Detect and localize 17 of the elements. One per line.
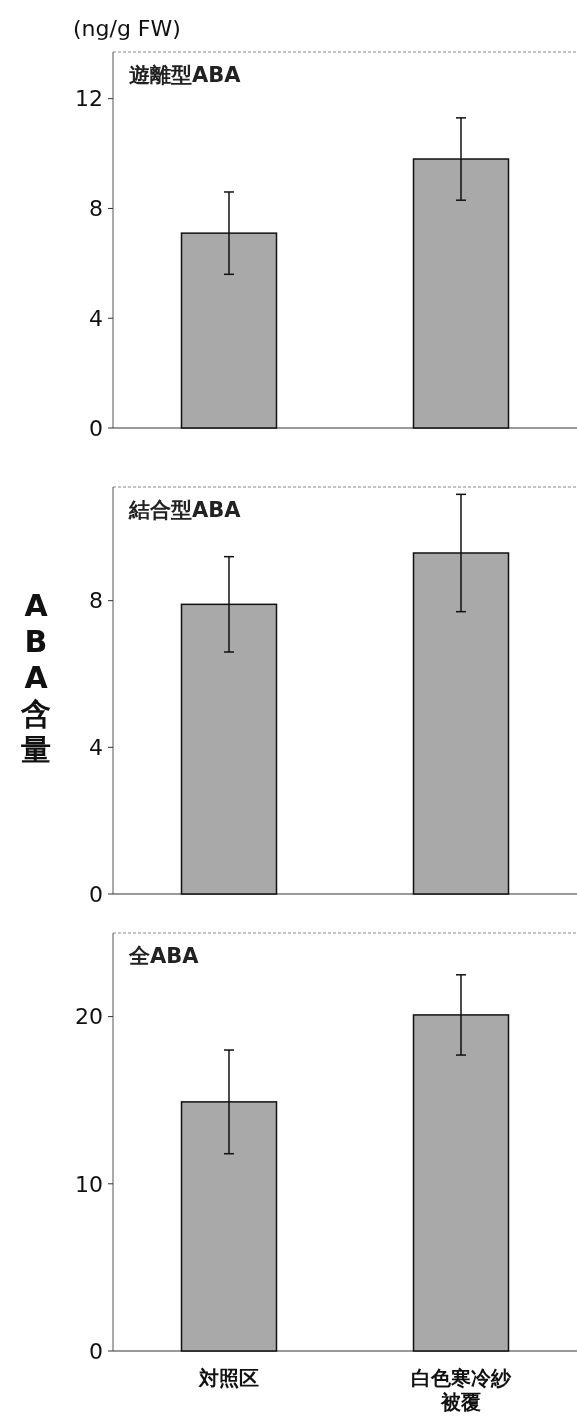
text: 結合型ABA xyxy=(128,498,242,522)
y-tick-label: 4 xyxy=(89,735,103,761)
y-tick-label: 8 xyxy=(89,588,103,614)
x-tick-label: 白色寒冷紗被覆 xyxy=(411,1366,512,1414)
y-tick-label: 0 xyxy=(89,415,103,441)
y-tick-label: 12 xyxy=(75,86,103,112)
y-axis-title: ABA含量 xyxy=(20,587,51,767)
y-tick-label: 0 xyxy=(89,881,103,907)
text: 遊離型ABA xyxy=(129,63,242,87)
y-tick-label: 0 xyxy=(89,1338,103,1364)
y-tick-label: 20 xyxy=(75,1004,103,1030)
y-tick-label: 4 xyxy=(89,305,103,331)
text: 全ABA xyxy=(128,944,200,968)
y-tick-label: 10 xyxy=(75,1171,103,1197)
y-tick-label: 8 xyxy=(89,196,103,222)
x-tick-label: 対照区 xyxy=(198,1366,259,1390)
y-axis-title: (ng/g FW) xyxy=(73,16,181,41)
